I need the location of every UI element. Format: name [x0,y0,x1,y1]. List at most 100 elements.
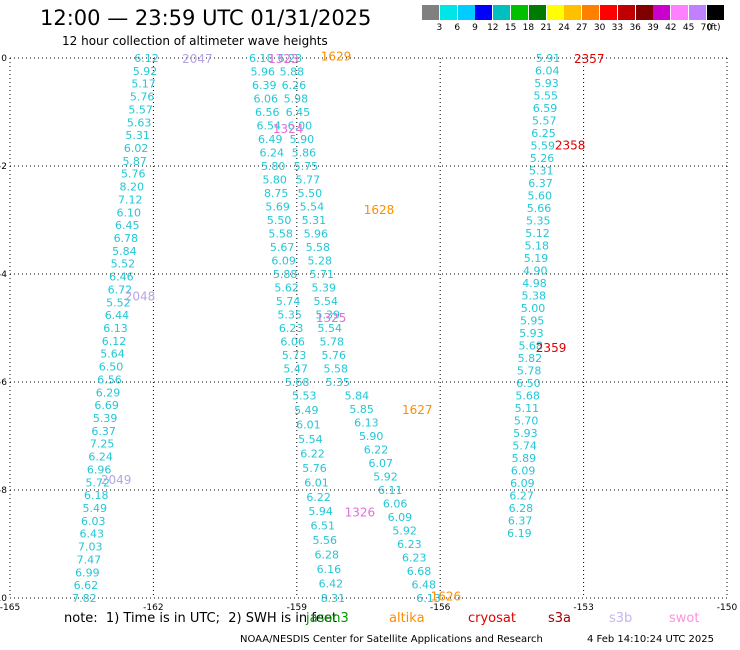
wave-height-value: 6.45 [115,219,140,232]
pass-labels: 2047 2048 2049 1323 1629 1324 1628 1325 1627 1326… [101,49,605,603]
wave-height-value: 5.59 [531,140,556,153]
color-scale-label: 42 [665,23,677,33]
pass-number-label: 1324 [273,122,304,136]
wave-height-value: 6.22 [306,491,331,504]
wave-height-value: 5.88 [280,66,305,79]
wave-height-value: 5.74 [276,295,301,308]
wave-height-value: 5.82 [518,352,543,365]
wave-height-value: 5.57 [532,115,557,128]
generation-timestamp: 4 Feb 14:10:24 UTC 2025 [587,634,714,645]
x-tick-label: -165 [0,603,20,613]
color-swatch [706,5,724,20]
color-swatch [617,5,635,20]
pass-number-label: 2357 [574,52,605,66]
color-scale-label: 33 [611,23,624,33]
wave-height-value: 5.76 [121,168,146,181]
wave-height-value: 6.07 [369,457,394,470]
wave-height-value: 5.72 [85,476,110,489]
pass-number-label: 2049 [101,473,132,487]
wave-height-value: 7.82 [72,592,97,605]
wave-height-value: 5.52 [106,296,130,309]
wave-height-value: 5.68 [285,376,310,389]
wave-height-value: 5.53 [292,390,317,403]
satellite-legend-item: s3b [609,611,633,626]
wave-height-value: 5.11 [515,402,540,415]
credit-line: NOAA/NESDIS Center for Satellite Applica… [240,634,543,645]
wave-height-value: 6.78 [114,232,139,245]
color-scale-unit: (ft) [707,23,721,33]
wave-height-value: 5.26 [530,152,555,165]
wave-height-value: 6.09 [510,477,534,490]
wave-height-value: 5.50 [298,187,323,200]
wave-height-value: 5.78 [517,365,542,378]
wave-height-value: 5.73 [282,349,307,362]
wave-height-value: 6.50 [99,361,124,374]
wave-height-value: 5.76 [302,462,327,475]
wave-height-value: 6.06 [280,336,305,349]
wave-height-value: 5.93 [534,77,559,90]
wave-height-value: 5.58 [268,228,293,241]
wave-height-value: 5.54 [298,433,323,446]
wave-height-value: 6.54 [256,120,281,133]
wave-height-value: 5.54 [314,295,339,308]
color-scale-label: 39 [647,23,659,33]
map-subtitle: 12 hour collection of altimeter wave hei… [62,34,328,48]
satellite-legend-item: s3a [548,611,572,626]
wave-height-value: 8.20 [119,181,144,194]
pass-number-label: 1629 [321,49,352,63]
wave-height-value: 5.31 [302,214,327,227]
wave-height-value: 5.92 [373,471,398,484]
wave-height-value: 6.24 [259,147,284,160]
wave-height-value: 5.19 [524,252,549,265]
color-scale-label: 9 [472,23,478,33]
wave-height-value: 5.68 [515,390,540,403]
wave-height-value: 6.12 [134,52,159,65]
wave-height-value: 5.39 [93,412,118,425]
wave-height-value: 6.25 [531,127,556,140]
y-tick-label: 0 [1,54,7,64]
color-scale-label: 70 [700,23,713,33]
color-scale-label: 6 [454,23,461,33]
pass-number-label: 1626 [431,589,462,603]
wave-height-value: 6.26 [282,79,307,92]
wave-height-value: 5.35 [325,376,350,389]
wave-height-value: 6.11 [378,484,403,497]
wave-height-value: 5.49 [82,502,107,515]
wave-height-value: 6.56 [255,106,280,119]
pass-number-label: 1325 [316,311,347,325]
wave-height-value: 6.37 [91,425,116,438]
wave-height-value: 5.50 [267,214,292,227]
pass-number-label: 2047 [182,52,213,66]
color-scale-label: 36 [629,23,641,33]
wave-height-value: 6.22 [364,444,389,457]
axis-ticks: -165 -162 -159 -156 -153 -150 0 -2 -4 -6 -8 -10 [0,54,737,613]
wave-height-value: 6.13 [416,592,441,605]
wave-height-value: 6.00 [288,120,313,133]
wave-height-value: 5.76 [130,91,155,104]
wave-height-value: 6.01 [304,476,329,489]
wave-height-value: 6.23 [279,322,304,335]
color-scale-label: 27 [576,23,588,33]
wave-height-value: 6.72 [108,283,133,296]
y-tick-label: -2 [0,162,7,172]
satellite-legend-item: jason3 [306,611,349,626]
color-swatch [582,5,600,20]
color-swatch [528,5,546,20]
wave-height-value: 5.92 [392,525,417,538]
pass-number-label: 1326 [345,506,376,520]
wave-height-value: 6.37 [508,515,533,528]
wave-height-value: 6.22 [300,447,325,460]
color-swatch [422,5,439,20]
wave-height-value: 7.03 [78,541,103,554]
wave-height-value: 5.31 [529,165,554,178]
wave-height-value: 6.09 [511,465,536,478]
wave-height-value: 6.23 [278,52,303,65]
color-scale-label: 18 [522,23,535,33]
color-swatch [635,5,653,20]
wave-height-value: 5.60 [527,190,552,203]
x-tick-label: -153 [573,603,593,613]
wave-height-value: 6.04 [535,65,560,78]
wave-height-value: 6.03 [81,515,106,528]
wave-height-value: 5.56 [313,534,338,547]
wave-height-value: 5.84 [112,245,137,258]
